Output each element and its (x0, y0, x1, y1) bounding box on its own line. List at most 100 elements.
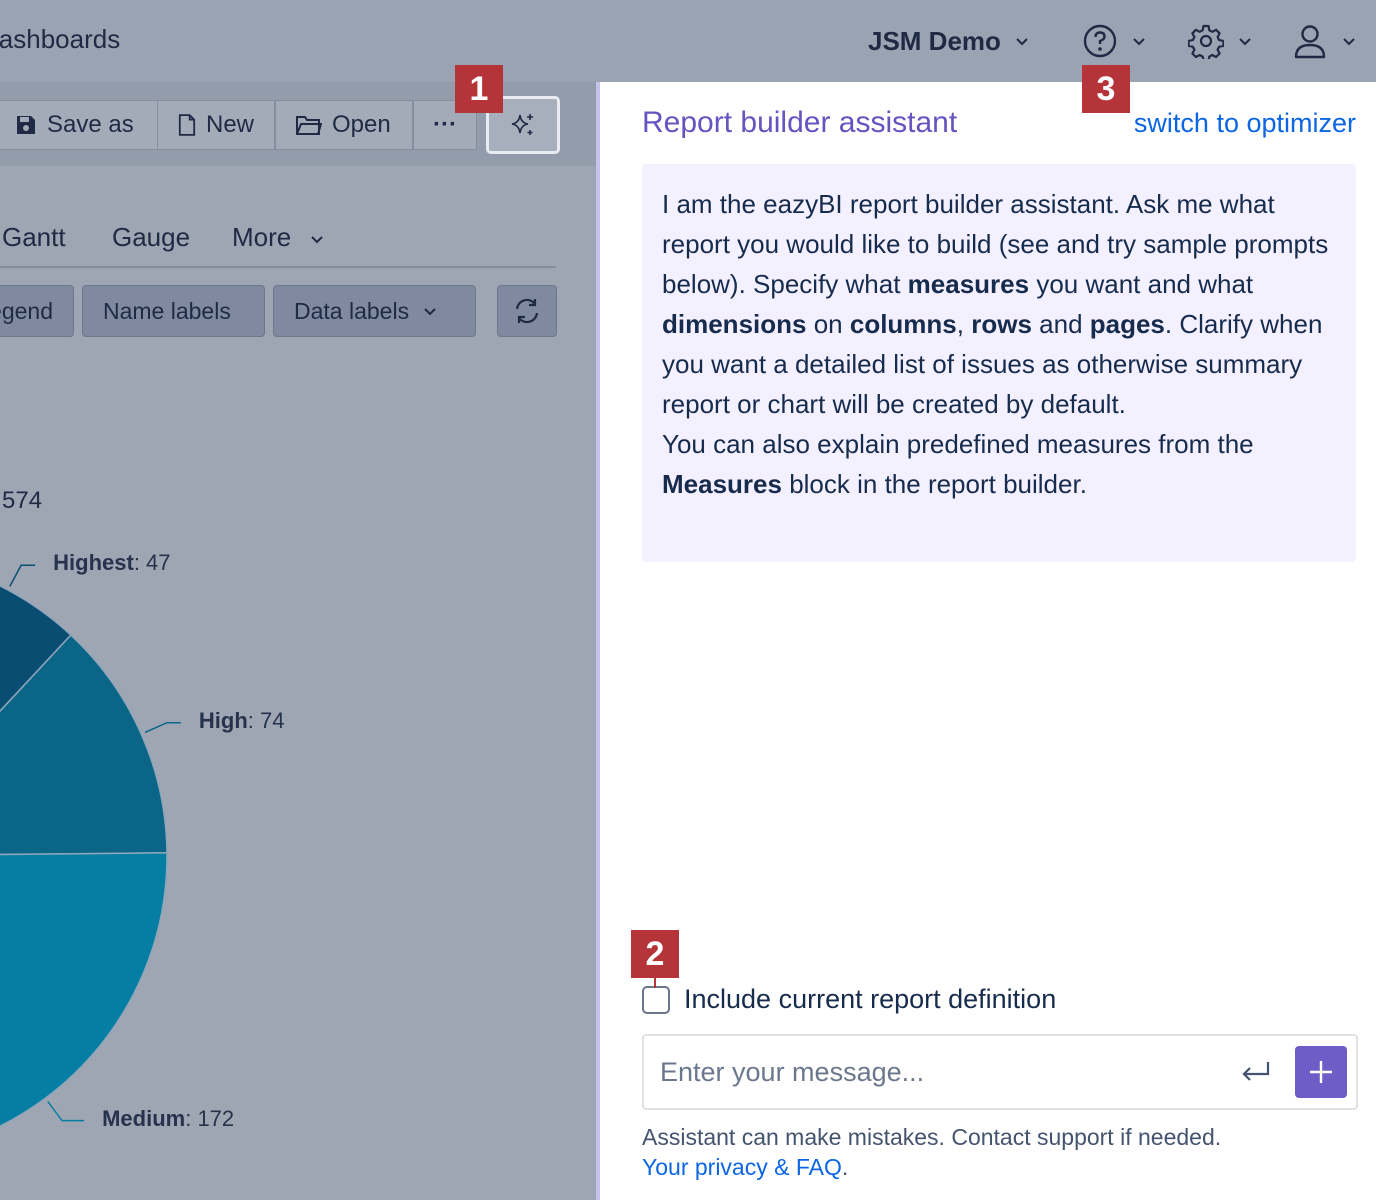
data-labels-label: Data labels (294, 297, 410, 324)
tab-more-label: More (232, 222, 292, 252)
new-label: New (205, 111, 254, 138)
data-labels-dropdown[interactable]: Data labels (273, 285, 476, 337)
pie-data-label: High: 74 (199, 708, 285, 734)
pie-slice-medium[interactable] (0, 852, 168, 1158)
intro-text: I am the eazyBI report builder assistant… (662, 189, 1329, 299)
chart-type-tabs: Gantt Gauge More (0, 222, 556, 268)
intro-paragraph: I am the eazyBI report builder assistant… (662, 184, 1336, 424)
message-composer (642, 1034, 1358, 1110)
include-report-definition[interactable]: Include current report definition (642, 984, 1056, 1015)
intro-text: , (956, 309, 972, 339)
assistant-panel: Report builder assistant switch to optim… (596, 82, 1376, 1200)
pie-data-label: Highest: 47 (53, 550, 170, 576)
privacy-suffix: . (841, 1154, 849, 1180)
more-actions-label: ··· (433, 111, 457, 138)
gear-icon (1188, 24, 1224, 59)
pie-data-label-category: Medium (102, 1105, 186, 1131)
user-menu[interactable] (1292, 18, 1356, 64)
refresh-icon (515, 298, 539, 324)
pie-chart (0, 562, 181, 1158)
name-labels-label: Name labels (103, 297, 231, 324)
assistant-disclaimer: Assistant can make mistakes. Contact sup… (642, 1122, 1221, 1182)
marker-1-label: 1 (469, 69, 489, 108)
include-report-checkbox[interactable] (642, 985, 670, 1014)
save-as-label: Save as (47, 111, 134, 138)
pie-data-label: Medium: 172 (102, 1106, 234, 1132)
message-input[interactable] (660, 1050, 1220, 1094)
intro-bold-dimensions: dimensions (662, 309, 807, 339)
chevron-down-icon (1016, 38, 1028, 46)
pie-data-label-category: High (198, 707, 248, 733)
breadcrumb-label: Dashboards (0, 24, 120, 54)
assistant-title: Report builder assistant (642, 106, 958, 139)
intro-text: You can also explain predefined measures… (662, 429, 1254, 459)
chevron-down-icon (1343, 38, 1355, 46)
intro-bold-rows: rows (971, 309, 1032, 339)
refresh-button[interactable] (497, 285, 557, 337)
intro-bold-pages: pages (1089, 309, 1165, 339)
plus-icon (1310, 1061, 1332, 1083)
intro-bold-measures: measures (907, 269, 1030, 299)
project-selector[interactable]: JSM Demo (868, 18, 1029, 64)
open-label: Open (332, 111, 391, 138)
privacy-faq-link[interactable]: Your privacy & FAQ (642, 1154, 842, 1180)
intro-text: . Clarify when you want a detailed list … (662, 309, 1323, 419)
add-button[interactable] (1295, 1046, 1347, 1098)
tab-gantt[interactable]: Gantt (2, 222, 66, 252)
legend-label: Legend (0, 297, 53, 324)
pie-slice-high[interactable] (0, 633, 168, 856)
intro-bold-measures-block: Measures (662, 469, 782, 499)
save-icon (17, 116, 35, 134)
file-icon (178, 114, 196, 136)
chart-total-value: 574 (2, 487, 43, 514)
top-bar: Dashboards JSM Demo (0, 0, 1376, 82)
chevron-down-icon (1133, 38, 1145, 46)
folder-icon (296, 116, 322, 135)
intro-text: and (1031, 309, 1090, 339)
project-name: JSM Demo (868, 25, 1001, 56)
tab-more[interactable]: More (232, 222, 324, 253)
switch-to-optimizer-link[interactable]: switch to optimizer (1133, 108, 1356, 138)
help-menu[interactable] (1082, 18, 1146, 64)
annotation-marker-3: 3 (1082, 65, 1130, 113)
annotation-marker-2-pointer (654, 978, 656, 988)
chevron-down-icon (424, 308, 436, 316)
include-report-label: Include current report definition (684, 984, 1057, 1014)
intro-bold-columns: columns (849, 309, 957, 339)
pie-data-label-value: : 47 (133, 550, 171, 576)
breadcrumb[interactable]: Dashboards (0, 24, 120, 55)
enter-icon[interactable] (1240, 1058, 1272, 1086)
pie-leader-line (9, 564, 36, 587)
save-as-button[interactable]: Save as (0, 100, 158, 150)
sparkle-icon (511, 114, 533, 135)
chevron-down-icon (1239, 38, 1251, 46)
pie-data-label-category: Highest (53, 550, 134, 576)
assistant-intro-message: I am the eazyBI report builder assistant… (642, 164, 1356, 562)
pie-data-label-value: : 172 (185, 1105, 235, 1131)
intro-text: block in the report builder. (781, 469, 1087, 499)
marker-2-label: 2 (645, 934, 665, 973)
report-area: Save as New Open ··· Gantt Gauge More Le… (0, 82, 596, 1200)
pie-leader-line (47, 1100, 85, 1122)
name-labels-toggle[interactable]: Name labels (82, 285, 265, 337)
help-icon (1083, 24, 1117, 58)
settings-menu[interactable] (1188, 18, 1252, 64)
new-button[interactable]: New (157, 100, 275, 150)
chevron-down-icon (311, 236, 324, 244)
annotation-marker-2: 2 (631, 930, 679, 978)
privacy-line: Your privacy & FAQ. (642, 1152, 1221, 1182)
tab-gauge[interactable]: Gauge (112, 222, 191, 252)
marker-3-label: 3 (1096, 69, 1116, 108)
pie-data-label-value: : 74 (247, 707, 285, 733)
annotation-marker-1: 1 (455, 65, 503, 113)
user-icon (1294, 25, 1326, 59)
intro-text: you want and what (1029, 269, 1254, 299)
pie-slice-highest[interactable] (0, 562, 72, 856)
pie-leader-line (144, 721, 181, 734)
legend-toggle[interactable]: Legend (0, 285, 74, 337)
intro-paragraph-2: You can also explain predefined measures… (662, 424, 1336, 504)
intro-text: on (806, 309, 850, 339)
disclaimer-text: Assistant can make mistakes. Contact sup… (642, 1124, 1222, 1150)
more-actions-button[interactable]: ··· (413, 100, 477, 150)
open-button[interactable]: Open (275, 100, 413, 150)
